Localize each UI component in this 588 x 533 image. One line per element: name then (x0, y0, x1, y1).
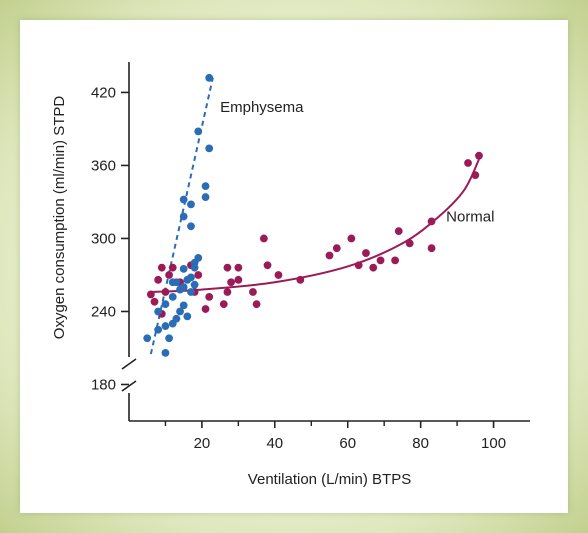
data-point-emphysema (179, 301, 188, 310)
x-tick-label: 20 (194, 435, 211, 452)
data-point-normal (464, 159, 472, 167)
data-point-normal (376, 256, 385, 265)
series-labels: Emphysema Normal (220, 99, 494, 226)
data-point-normal (369, 263, 378, 272)
x-tick-label: 40 (266, 435, 283, 452)
data-point-normal (405, 239, 414, 248)
data-point-normal (161, 288, 170, 296)
y-tick-label: 420 (91, 84, 116, 101)
data-point-emphysema (201, 193, 210, 201)
data-point-emphysema (187, 222, 195, 231)
data-point-normal (154, 275, 163, 284)
data-point-normal (157, 263, 166, 272)
data-point-emphysema (194, 127, 203, 136)
data-point-emphysema (205, 73, 214, 82)
data-point-emphysema (187, 288, 195, 296)
data-point-normal (252, 300, 261, 309)
data-point-normal (296, 275, 305, 284)
data-point-emphysema (165, 334, 174, 343)
trend-lines (149, 77, 480, 355)
data-point-emphysema (179, 212, 188, 221)
data-point-normal (259, 234, 268, 243)
data-point-emphysema (187, 200, 195, 209)
data-point-normal (332, 244, 341, 253)
data-points (143, 73, 483, 357)
data-point-emphysema (154, 325, 163, 334)
data-point-normal (194, 271, 203, 279)
data-point-normal (205, 292, 214, 301)
series-label-emphysema: Emphysema (220, 99, 304, 116)
trend-curve-normal (150, 158, 480, 294)
data-point-normal (391, 256, 400, 265)
data-point-normal (223, 263, 232, 272)
data-point-normal (249, 288, 257, 296)
data-point-normal (201, 305, 210, 313)
data-point-normal (223, 288, 232, 296)
data-point-emphysema (172, 278, 181, 287)
data-point-normal (263, 261, 272, 270)
data-point-emphysema (154, 307, 163, 316)
y-tick-label: 240 (91, 303, 116, 320)
data-point-normal (146, 290, 155, 299)
data-point-emphysema (161, 322, 170, 330)
data-point-normal (475, 151, 483, 160)
data-point-normal (354, 261, 363, 270)
data-point-emphysema (179, 283, 188, 292)
data-point-normal (168, 263, 177, 272)
series-label-normal: Normal (446, 209, 494, 226)
x-tick-label: 80 (412, 435, 429, 452)
data-point-normal (150, 297, 159, 306)
data-point-emphysema (161, 348, 170, 357)
y-axis-label: Oxygen consumption (ml/min) STPD (51, 96, 68, 340)
data-point-normal (219, 300, 228, 309)
x-axis-label: Ventilation (L/min) BTPS (248, 471, 411, 488)
data-point-normal (234, 275, 243, 284)
data-point-emphysema (179, 264, 188, 273)
x-tick-label: 60 (339, 435, 356, 452)
data-point-normal (362, 249, 370, 257)
data-point-emphysema (190, 280, 199, 289)
data-point-emphysema (201, 182, 210, 191)
data-point-emphysema (205, 144, 214, 153)
scatter-chart: 180 240 300 360 420 20 40 60 80 100 Emphysema Nor… (51, 62, 530, 488)
data-point-emphysema (172, 314, 181, 323)
data-point-emphysema (187, 273, 195, 282)
data-point-emphysema (183, 312, 192, 321)
data-point-normal (394, 227, 403, 236)
data-point-emphysema (161, 300, 170, 309)
data-point-emphysema (143, 334, 152, 343)
chart-panel: 180 240 300 360 420 20 40 60 80 100 Emphysema Nor… (20, 20, 568, 513)
x-tick-label: 100 (481, 435, 506, 452)
data-point-normal (227, 278, 235, 287)
data-point-emphysema (176, 307, 184, 316)
axes (121, 62, 530, 422)
y-tick-label: 300 (91, 230, 116, 247)
data-point-normal (427, 244, 436, 253)
y-tick-label: 360 (91, 157, 116, 174)
axis-ticks: 180 240 300 360 420 20 40 60 80 100 (91, 84, 506, 452)
data-point-emphysema (168, 292, 177, 301)
data-point-normal (427, 217, 436, 226)
data-point-normal (347, 234, 356, 243)
data-point-normal (274, 271, 283, 279)
y-axis-break-mark (121, 358, 137, 392)
data-point-normal (325, 251, 334, 260)
trend-line-emphysema (149, 77, 214, 355)
data-point-normal (165, 271, 174, 279)
data-point-normal (234, 263, 243, 272)
data-point-emphysema (179, 195, 188, 204)
y-tick-label: 180 (91, 376, 116, 393)
data-point-emphysema (194, 254, 203, 262)
data-point-normal (471, 171, 480, 180)
